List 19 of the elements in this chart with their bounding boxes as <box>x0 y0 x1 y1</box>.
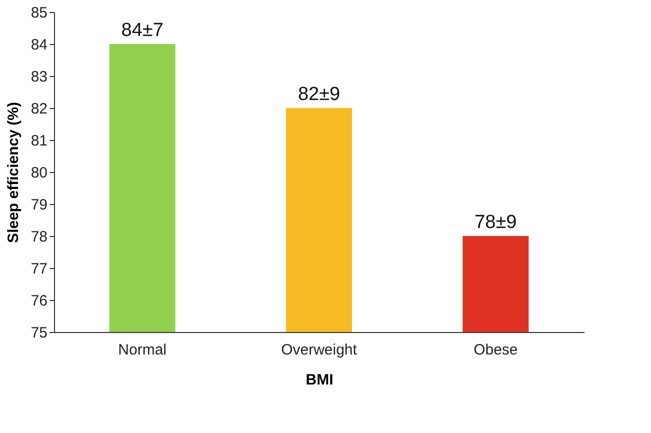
x-tick-label: Overweight <box>281 342 358 358</box>
y-tick-label: 78 <box>30 228 48 246</box>
y-tick-label: 75 <box>30 324 48 342</box>
y-tick-label: 80 <box>30 164 48 182</box>
data-label: 84±7 <box>121 20 164 41</box>
y-tick-label: 76 <box>30 292 48 310</box>
y-tick-label: 79 <box>30 196 48 214</box>
data-label: 78±9 <box>474 212 517 233</box>
y-tick-label: 85 <box>30 4 48 22</box>
x-tick-label: Obese <box>474 342 518 358</box>
y-tick-label: 82 <box>30 100 48 118</box>
x-axis-title: BMI <box>306 372 334 388</box>
x-tick-label: Normal <box>118 342 167 358</box>
y-axis-title: Sleep efficiency (%) <box>4 102 22 243</box>
y-tick-label: 83 <box>30 68 48 86</box>
data-label: 82±9 <box>298 84 340 105</box>
y-tick-label: 77 <box>30 260 48 278</box>
y-tick-label: 84 <box>30 36 48 54</box>
y-tick-label: 81 <box>30 132 48 150</box>
